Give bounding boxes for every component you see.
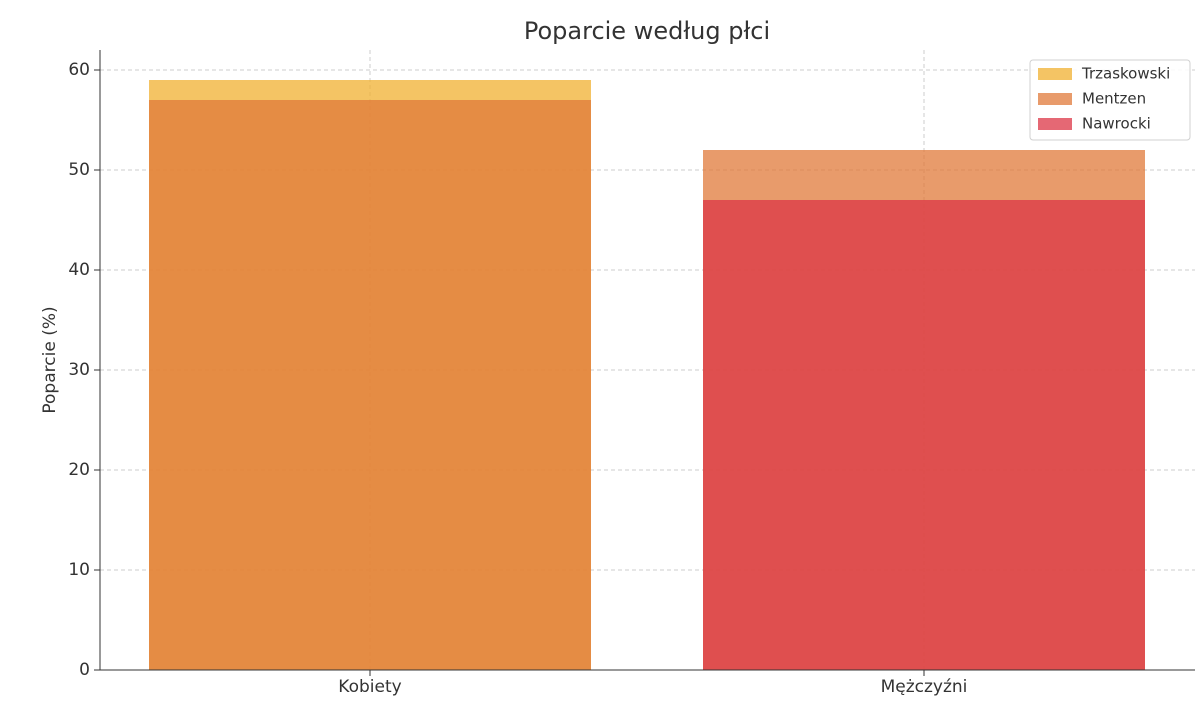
- bar: [703, 200, 1145, 670]
- legend-swatch: [1038, 118, 1072, 130]
- y-axis-label: Poparcie (%): [40, 306, 60, 413]
- y-tick-label: 0: [79, 660, 90, 680]
- legend-label: Mentzen: [1082, 90, 1146, 108]
- y-tick-label: 20: [68, 460, 90, 480]
- legend-label: Trzaskowski: [1081, 65, 1170, 83]
- legend-label: Nawrocki: [1082, 115, 1151, 133]
- chart-title: Poparcie według płci: [524, 17, 770, 45]
- bar: [149, 100, 591, 670]
- y-tick-label: 60: [68, 60, 90, 80]
- x-tick-label: Kobiety: [338, 677, 401, 697]
- y-tick-label: 40: [68, 260, 90, 280]
- y-tick-label: 50: [68, 160, 90, 180]
- x-tick-label: Mężczyźni: [881, 677, 968, 697]
- y-tick-label: 10: [68, 560, 90, 580]
- y-tick-label: 30: [68, 360, 90, 380]
- legend-swatch: [1038, 93, 1072, 105]
- legend-swatch: [1038, 68, 1072, 80]
